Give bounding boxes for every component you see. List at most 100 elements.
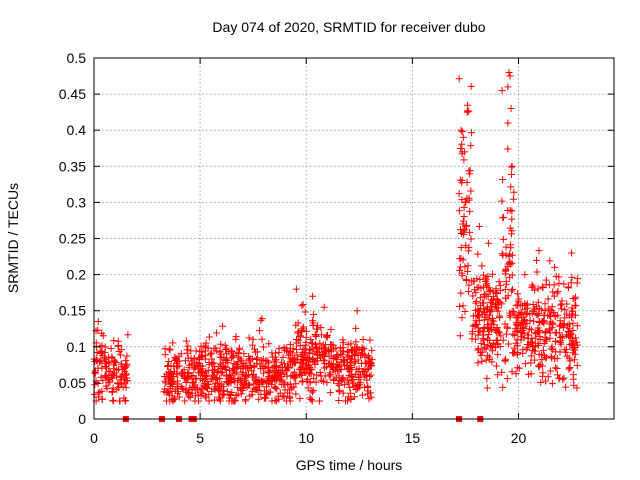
- data-point: [162, 388, 170, 396]
- data-point: [355, 365, 363, 373]
- data-point: [562, 345, 570, 353]
- data-point: [107, 345, 115, 353]
- data-point: [318, 350, 326, 358]
- data-points: [90, 68, 582, 422]
- data-point: [548, 343, 556, 351]
- data-point: [462, 242, 470, 250]
- data-point: [504, 260, 512, 268]
- x-tick-labels: 0 5 10 15 20: [90, 430, 526, 446]
- data-point: [548, 380, 556, 388]
- data-point: [238, 370, 246, 378]
- data-point: [513, 364, 521, 372]
- data-point: [184, 354, 192, 362]
- data-point: [205, 333, 213, 341]
- data-point: [310, 375, 318, 383]
- data-point: [459, 220, 467, 228]
- data-point: [523, 304, 531, 312]
- data-point: [296, 395, 304, 403]
- data-point: [295, 337, 303, 345]
- data-point: [521, 360, 529, 368]
- data-point: [527, 359, 535, 367]
- data-point: [237, 390, 245, 398]
- data-point: [511, 311, 519, 319]
- axis-ticks: [93, 57, 614, 420]
- data-point: [292, 285, 300, 293]
- data-point: [173, 382, 181, 390]
- data-point: [482, 290, 490, 298]
- data-point: [473, 312, 481, 320]
- data-point: [365, 364, 373, 372]
- data-point: [311, 331, 319, 339]
- data-point: [103, 364, 111, 372]
- data-point: [469, 292, 477, 300]
- data-point: [567, 279, 575, 287]
- x-tick-label: 5: [196, 430, 204, 446]
- data-point: [253, 386, 261, 394]
- data-point: [503, 324, 511, 332]
- data-point: [457, 244, 465, 252]
- data-point: [325, 372, 333, 380]
- data-point: [222, 366, 230, 374]
- data-point: [517, 328, 525, 336]
- data-point: [570, 381, 578, 389]
- data-point: [162, 379, 170, 387]
- data-point: [459, 302, 467, 310]
- data-point: [486, 311, 494, 319]
- data-point: [484, 352, 492, 360]
- data-point: [106, 367, 114, 375]
- data-point: [484, 303, 492, 311]
- data-point: [497, 332, 505, 340]
- data-point: [330, 376, 338, 384]
- data-point: [338, 350, 346, 358]
- data-point: [222, 356, 230, 364]
- data-point: [188, 389, 196, 397]
- data-point: [120, 394, 128, 402]
- y-tick-label: 0.5: [67, 50, 87, 66]
- data-point: [102, 382, 110, 390]
- data-point: [488, 306, 496, 314]
- data-point: [353, 385, 361, 393]
- data-point: [236, 344, 244, 352]
- data-point: [242, 396, 250, 404]
- data-point: [507, 183, 515, 191]
- data-point: [565, 365, 573, 373]
- data-point: [294, 329, 302, 337]
- data-point: [334, 380, 342, 388]
- data-point: [335, 397, 343, 405]
- data-point: [540, 339, 548, 347]
- data-point: [515, 364, 523, 372]
- data-point: [173, 362, 181, 370]
- data-point: [529, 283, 537, 291]
- data-point: [478, 357, 486, 365]
- data-point: [240, 350, 248, 358]
- data-point: [317, 372, 325, 380]
- data-point: [368, 346, 376, 354]
- data-point: [116, 380, 124, 388]
- data-point: [506, 309, 514, 317]
- data-point: [310, 311, 318, 319]
- data-point: [364, 366, 372, 374]
- y-tick-label: 0.3: [67, 194, 87, 210]
- data-point: [245, 352, 253, 360]
- data-point: [536, 318, 544, 326]
- x-tick-label: 0: [90, 430, 98, 446]
- data-point: [551, 263, 559, 271]
- data-point: [460, 227, 468, 235]
- data-point: [304, 375, 312, 383]
- data-point: [488, 270, 496, 278]
- data-point: [165, 390, 173, 398]
- data-point: [305, 354, 313, 362]
- data-point: [356, 371, 364, 379]
- data-point: [531, 343, 539, 351]
- data-point: [275, 345, 283, 353]
- data-point: [474, 359, 482, 367]
- data-point: [481, 341, 489, 349]
- data-point: [472, 298, 480, 306]
- data-point: [474, 345, 482, 353]
- data-point: [495, 329, 503, 337]
- data-point: [507, 230, 515, 238]
- data-point: [335, 372, 343, 380]
- data-point: [353, 307, 361, 315]
- data-point: [498, 197, 506, 205]
- data-point: [467, 142, 475, 150]
